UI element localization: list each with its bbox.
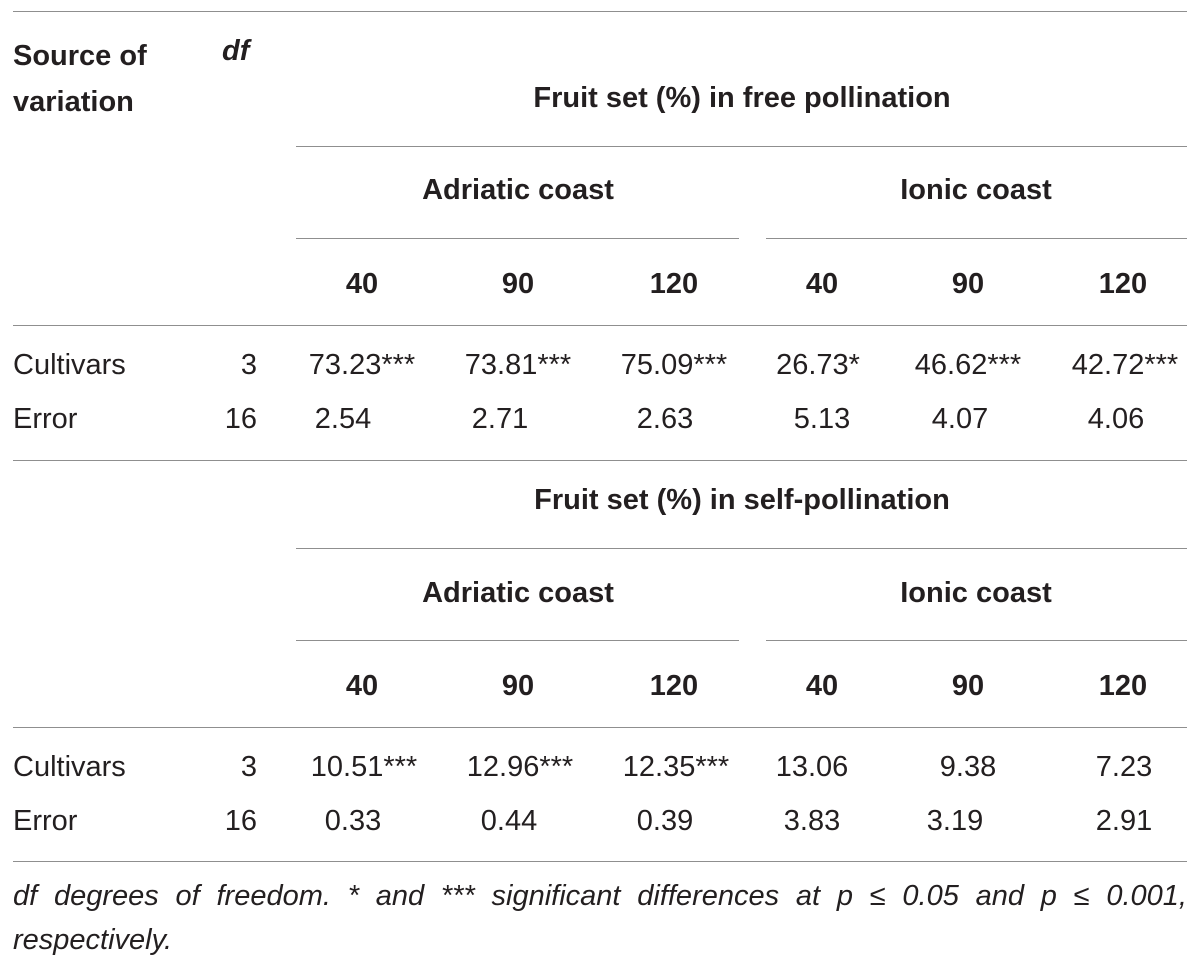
table-top-rule [13, 11, 1187, 12]
value-cell: 2.91 [1095, 805, 1153, 837]
source-of-variation-header: Source of variation [13, 33, 147, 125]
header-bottom-rule [13, 325, 1187, 326]
value-cell: 73.23*** [308, 349, 416, 381]
day-header: 90 [501, 670, 535, 702]
source-cell: Error [13, 403, 78, 435]
value-cell: 4.06 [1087, 403, 1145, 435]
group-rule-adriatic [296, 238, 739, 239]
value-cell: 12.35*** [622, 751, 730, 783]
value-cell: 26.73* [776, 349, 860, 381]
section-title-rule [296, 548, 1187, 549]
day-header: 90 [951, 670, 985, 702]
value-cell: 2.71 [471, 403, 529, 435]
df-cell: 3 [240, 751, 257, 783]
source-cell: Error [13, 805, 78, 837]
value-cell: 13.06 [775, 751, 849, 783]
source-label-line1: Source of [13, 40, 147, 72]
source-cell: Cultivars [13, 751, 126, 783]
source-label-line2: variation [13, 86, 134, 118]
value-cell: 4.07 [931, 403, 989, 435]
table-footnote: df degrees of freedom. * and *** signifi… [13, 880, 1187, 956]
value-cell: 5.13 [793, 403, 851, 435]
df-cell: 16 [224, 805, 257, 837]
section-title-free-pollination: Fruit set (%) in free pollination [533, 82, 951, 114]
day-header: 40 [805, 268, 839, 300]
day-header: 40 [805, 670, 839, 702]
value-cell: 3.19 [926, 805, 984, 837]
header-bottom-rule [13, 727, 1187, 728]
value-cell: 7.23 [1095, 751, 1153, 783]
section-title-self-pollination: Fruit set (%) in self-pollination [534, 484, 950, 516]
value-cell: 2.54 [314, 403, 372, 435]
value-cell: 75.09*** [620, 349, 728, 381]
group-header-adriatic: Adriatic coast [422, 174, 614, 206]
group-header-adriatic: Adriatic coast [422, 577, 614, 609]
group-header-ionic: Ionic coast [900, 577, 1052, 609]
day-header: 40 [345, 670, 379, 702]
group-rule-ionic [766, 640, 1187, 641]
value-cell: 0.39 [636, 805, 694, 837]
value-cell: 12.96*** [466, 751, 574, 783]
value-cell: 0.44 [480, 805, 538, 837]
day-header: 120 [649, 670, 699, 702]
value-cell: 2.63 [636, 403, 694, 435]
day-header: 40 [345, 268, 379, 300]
value-cell: 46.62*** [914, 349, 1022, 381]
section-divider-rule [13, 460, 1187, 461]
group-header-ionic: Ionic coast [900, 174, 1052, 206]
day-header: 120 [649, 268, 699, 300]
day-header: 90 [951, 268, 985, 300]
df-cell: 3 [240, 349, 257, 381]
table-bottom-rule [13, 861, 1187, 862]
value-cell: 42.72*** [1071, 349, 1179, 381]
value-cell: 73.81*** [464, 349, 572, 381]
value-cell: 9.38 [939, 751, 997, 783]
group-rule-adriatic [296, 640, 739, 641]
df-header: df [222, 35, 250, 67]
value-cell: 3.83 [783, 805, 841, 837]
day-header: 90 [501, 268, 535, 300]
section-title-rule [296, 146, 1187, 147]
value-cell: 0.33 [324, 805, 382, 837]
day-header: 120 [1098, 268, 1148, 300]
day-header: 120 [1098, 670, 1148, 702]
value-cell: 10.51*** [310, 751, 418, 783]
df-cell: 16 [224, 403, 257, 435]
source-cell: Cultivars [13, 349, 126, 381]
group-rule-ionic [766, 238, 1187, 239]
